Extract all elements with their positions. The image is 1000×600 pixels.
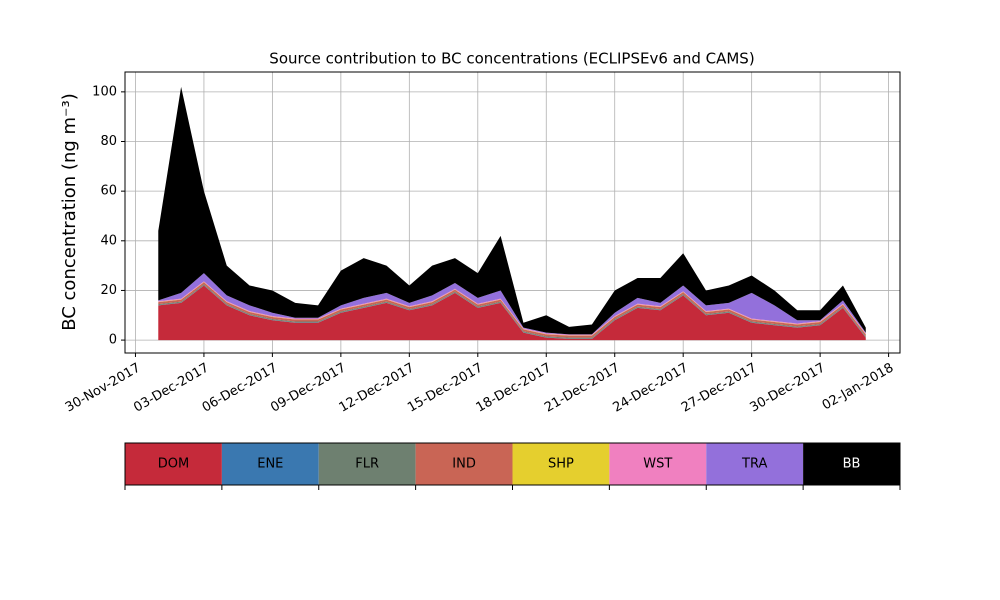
x-tick-label: 21-Dec-2017 xyxy=(542,361,622,416)
chart-title: Source contribution to BC concentrations… xyxy=(269,50,754,68)
legend-swatch xyxy=(318,443,416,485)
legend-label: SHP xyxy=(548,457,574,472)
legend-swatch xyxy=(609,443,707,485)
y-tick-label: 40 xyxy=(100,233,117,248)
area xyxy=(158,86,866,335)
legend-label: ENE xyxy=(257,457,283,472)
x-tick-label: 30-Dec-2017 xyxy=(747,361,827,416)
plot-frame xyxy=(124,71,901,354)
x-tick-label: 24-Dec-2017 xyxy=(611,361,691,416)
legend-swatch xyxy=(803,443,900,485)
y-tick-label: 80 xyxy=(100,134,117,149)
y-axis-label: BC concentration (ng m⁻³) xyxy=(59,93,80,331)
legend-swatch xyxy=(415,443,513,485)
legend-label: WST xyxy=(643,457,672,472)
x-tick-label: 09-Dec-2017 xyxy=(268,361,348,416)
area xyxy=(158,285,866,341)
x-tick-label: 12-Dec-2017 xyxy=(337,361,417,416)
x-tick-label: 06-Dec-2017 xyxy=(200,361,280,416)
x-tick-label: 15-Dec-2017 xyxy=(405,361,485,416)
y-tick-label: 20 xyxy=(100,283,117,298)
legend-swatch xyxy=(706,443,804,485)
legend-swatch xyxy=(221,443,319,485)
area xyxy=(158,273,866,335)
legend-label: IND xyxy=(452,457,476,472)
x-tick-label: 27-Dec-2017 xyxy=(679,361,759,416)
x-tick-label: 02-Jan-2018 xyxy=(820,361,897,414)
y-tick-label: 100 xyxy=(92,84,117,99)
legend-swatch xyxy=(125,443,222,485)
legend-swatch xyxy=(512,443,610,485)
legend-label: DOM xyxy=(158,457,189,472)
x-tick-label: 03-Dec-2017 xyxy=(131,361,211,416)
y-tick-label: 60 xyxy=(100,184,117,199)
legend-label: BB xyxy=(843,457,861,472)
x-tick-label: 30-Nov-2017 xyxy=(63,361,143,416)
legend-frame xyxy=(124,442,901,486)
legend-label: TRA xyxy=(741,457,767,472)
x-tick-label: 18-Dec-2017 xyxy=(474,361,554,416)
y-tick-label: 0 xyxy=(109,333,117,348)
legend-label: FLR xyxy=(355,457,379,472)
